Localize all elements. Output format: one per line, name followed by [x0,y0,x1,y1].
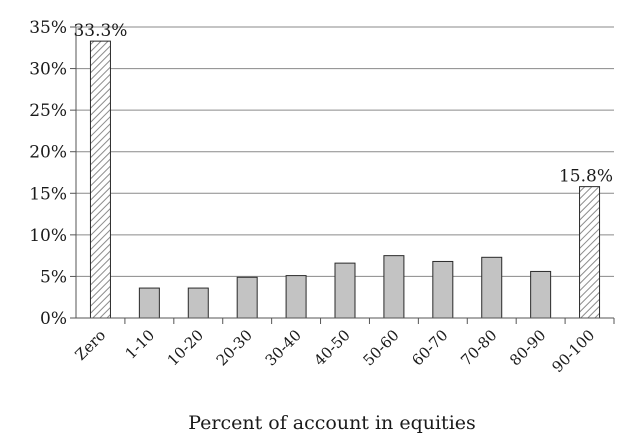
x-tick-label: 20-30 [213,326,256,369]
bar-1-10 [138,287,160,319]
bar-70-80 [481,256,503,319]
y-tick-label: 25% [29,101,67,121]
y-tick-label: 0% [40,309,67,329]
bar-50-60 [383,255,405,319]
x-tick-label: 30-40 [262,326,305,369]
bar-20-30 [236,276,258,319]
y-tick-label: 5% [40,267,67,287]
y-tick-label: 15% [29,184,67,204]
y-tick-label: 10% [29,226,67,246]
x-tick-label: 40-50 [311,326,354,369]
data-labels: 33.3% 15.8% [73,21,613,187]
bar-40-50 [334,262,356,319]
axes [75,27,614,319]
x-tick-label: 60-70 [408,326,451,369]
data-label: 15.8% [559,167,613,187]
x-tick-label: 50-60 [359,326,402,369]
bar-10-20 [187,287,209,319]
x-axis-title: Percent of account in equities [188,412,476,434]
y-tick-label: 20% [29,143,67,163]
bar-Zero [89,40,111,319]
x-tick-label: 90-100 [548,326,598,376]
x-tick-label: 70-80 [457,326,500,369]
y-tick-label: 30% [29,60,67,80]
y-axis-ticks: 0% 5% 10% 15% 20% 25% 30% 35% [29,18,76,329]
y-tick-label: 35% [29,18,67,38]
bar-90-100 [579,186,601,319]
x-tick-label: 1-10 [122,326,159,363]
x-tick-label: 80-90 [506,326,549,369]
bar-60-70 [432,260,454,319]
bars [89,40,601,319]
bar-30-40 [285,275,307,319]
x-tick-label: 10-20 [164,326,207,369]
x-axis-ticks: Zero 1-10 10-20 20-30 30-40 40-50 50-60 60-70 70… [71,318,615,376]
bar-80-90 [530,270,552,319]
data-label: 33.3% [73,21,127,41]
gridlines [76,26,614,277]
x-tick-label: Zero [71,326,109,364]
